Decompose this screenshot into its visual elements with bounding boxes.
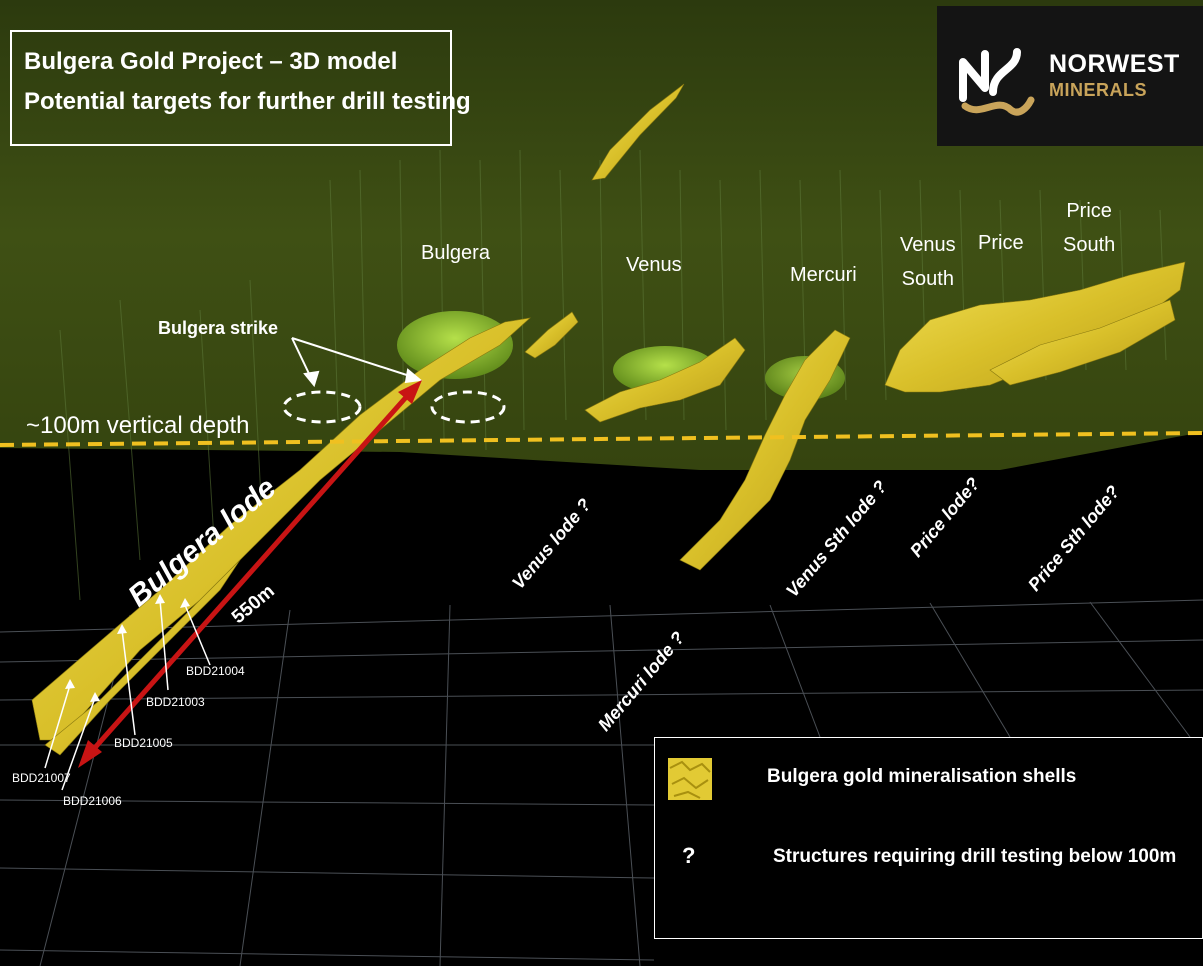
legend-shells-label: Bulgera gold mineralisation shells — [767, 766, 1077, 787]
mineralisation-shells — [31, 83, 1186, 756]
drill-hole-label: BDD21004 — [186, 664, 245, 678]
label-venus-south-line1: Venus — [900, 234, 956, 256]
legend-structures-label: Structures requiring drill testing below… — [773, 846, 1177, 867]
logo-mark-icon — [959, 48, 1035, 116]
company-logo: NORWEST MINERALS — [937, 6, 1203, 146]
label-price-south-line2: South — [1063, 234, 1116, 256]
mercuri-shell — [679, 329, 851, 571]
drill-hole-markers — [65, 594, 190, 702]
strike-target-ellipse-2 — [430, 390, 506, 424]
logo-text-minerals: MINERALS — [1049, 80, 1147, 100]
venus-shell — [584, 337, 746, 423]
title-line-1: Bulgera Gold Project – 3D model — [24, 48, 398, 75]
drill-hole-label: BDD21007 — [12, 771, 71, 785]
depth-line — [0, 431, 1203, 447]
floor-grid — [0, 599, 1203, 966]
price-south-shell — [989, 299, 1176, 386]
label-bulgera-strike: Bulgera strike — [158, 318, 279, 338]
lode-length-arrow — [78, 380, 422, 768]
title-box: Bulgera Gold Project – 3D model Potentia… — [10, 30, 471, 146]
label-venus-south: Venus South — [900, 228, 956, 296]
strike-target-ellipse-1 — [282, 390, 362, 424]
bulgera-lode-shell — [31, 317, 531, 741]
legend-question-symbol: ? — [682, 843, 696, 868]
legend: Bulgera gold mineralisation shells ? Str… — [654, 737, 1203, 939]
drill-hole-label: BDD21005 — [114, 736, 173, 750]
label-venus-south-line2: South — [901, 268, 954, 290]
logo-text-norwest: NORWEST — [1049, 50, 1180, 78]
bulgera-pit — [397, 311, 513, 379]
drill-hole-label: BDD21006 — [63, 794, 122, 808]
label-bulgera: Bulgera — [421, 242, 490, 264]
price-shell — [884, 261, 1186, 393]
label-price: Price — [978, 232, 1024, 254]
title-line-2: Potential targets for further drill test… — [24, 88, 471, 115]
label-price-south-line1: Price — [1066, 200, 1112, 222]
label-price-south: Price South — [1063, 194, 1115, 262]
drill-hole-label: BDD21003 — [146, 695, 205, 709]
bulgera-upper-shell — [524, 311, 579, 359]
label-venus: Venus — [626, 254, 682, 276]
northern-shell — [591, 83, 685, 181]
strike-pointer-arrows — [291, 337, 423, 388]
mineralisation-shell-swatch — [668, 758, 712, 800]
label-mercuri: Mercuri — [790, 264, 857, 286]
label-depth: ~100m vertical depth — [26, 412, 250, 439]
drill-hole-pointers — [44, 599, 211, 791]
